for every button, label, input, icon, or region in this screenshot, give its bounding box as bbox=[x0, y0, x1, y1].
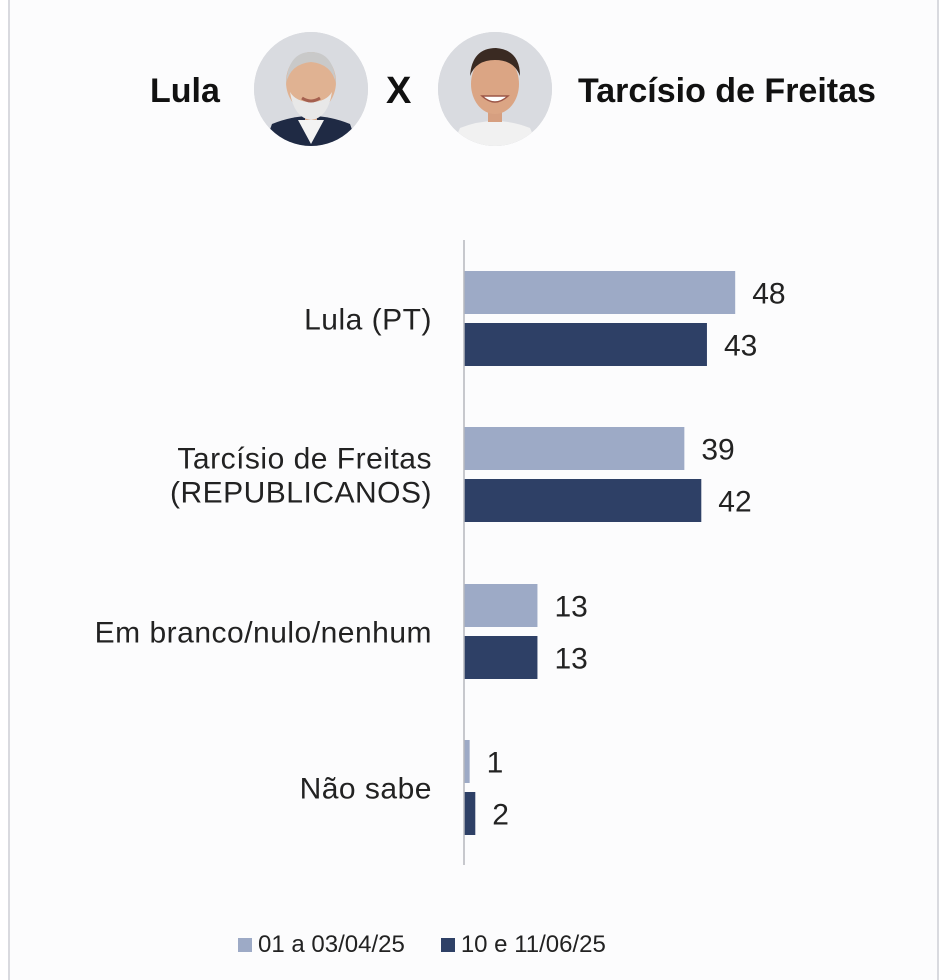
data-label-2-series-1: 39 bbox=[701, 434, 734, 467]
bar-2-series-2 bbox=[464, 479, 702, 522]
lula-photo bbox=[254, 32, 368, 146]
bar-3-series-1 bbox=[464, 584, 538, 627]
category-label-2-line-2: (REPUBLICANOS) bbox=[170, 477, 432, 510]
bar-1-series-1 bbox=[464, 271, 736, 314]
candidate-right-name: Tarcísio de Freitas bbox=[578, 72, 876, 110]
tarcisio-photo bbox=[438, 32, 552, 146]
legend-swatch-series-1 bbox=[238, 938, 252, 952]
data-label-4-series-1: 1 bbox=[487, 747, 504, 780]
versus-label: X bbox=[386, 70, 412, 112]
data-label-1-series-1: 48 bbox=[752, 278, 785, 311]
bar-2-series-1 bbox=[464, 427, 685, 470]
legend-label-series-1: 01 a 03/04/25 bbox=[258, 931, 405, 958]
bar-4-series-2 bbox=[464, 792, 476, 835]
chart-header: Lula X Tarcísio de Freitas bbox=[0, 0, 947, 160]
candidate-left-name: Lula bbox=[150, 72, 220, 110]
category-label-1: Lula (PT) bbox=[304, 304, 432, 337]
chart-legend: 01 a 03/04/25 10 e 11/06/25 bbox=[238, 930, 606, 960]
data-label-3-series-1: 13 bbox=[554, 591, 587, 624]
bar-1-series-2 bbox=[464, 323, 707, 366]
legend-label-series-2: 10 e 11/06/25 bbox=[460, 931, 606, 958]
category-label-3: Em branco/nulo/nenhum bbox=[95, 617, 432, 650]
legend-item-series-1: 01 a 03/04/25 bbox=[238, 931, 405, 959]
bar-3-series-2 bbox=[464, 636, 538, 679]
data-label-1-series-2: 43 bbox=[724, 330, 757, 363]
data-label-2-series-2: 42 bbox=[718, 486, 751, 519]
legend-swatch-series-2 bbox=[440, 938, 455, 952]
bar-4-series-1 bbox=[464, 740, 470, 783]
category-label-2-line-1: Tarcísio de Freitas bbox=[177, 443, 432, 476]
category-label-4: Não sabe bbox=[300, 773, 432, 806]
data-label-3-series-2: 13 bbox=[554, 643, 587, 676]
legend-item-series-2: 10 e 11/06/25 bbox=[440, 931, 606, 959]
data-label-4-series-2: 2 bbox=[492, 799, 509, 832]
